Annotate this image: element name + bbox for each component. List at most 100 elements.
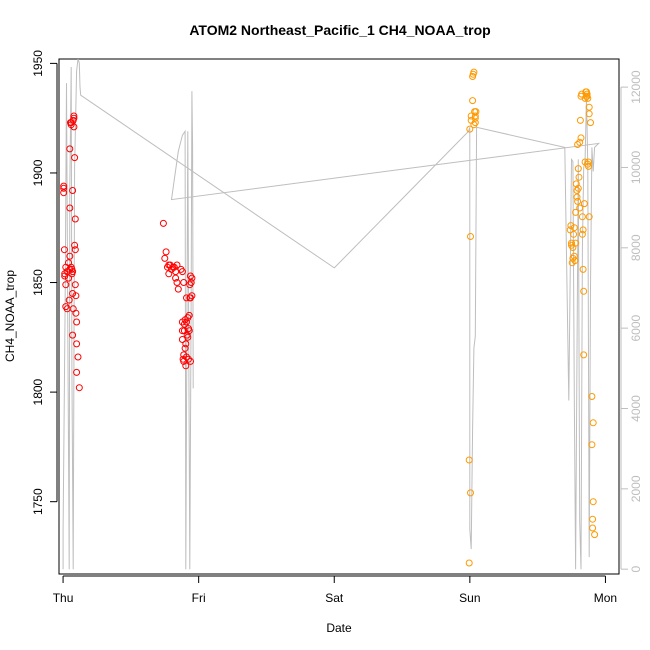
data-point-1-72 <box>585 158 592 166</box>
data-point-1-38 <box>576 204 584 212</box>
data-point-1-25 <box>570 224 578 232</box>
x-axis-label: Date <box>326 621 352 635</box>
data-point-1-61 <box>587 119 594 127</box>
data-point-0-62 <box>180 279 188 286</box>
data-points-layer <box>60 68 599 567</box>
data-point-1-37 <box>575 173 583 181</box>
data-point-0-34 <box>71 241 79 249</box>
data-point-1-17 <box>566 226 574 234</box>
data-point-0-72 <box>181 344 189 352</box>
y-tick-label: 1750 <box>31 488 45 515</box>
data-point-0-83 <box>185 311 193 319</box>
data-point-0-16 <box>66 252 74 260</box>
data-point-0-90 <box>188 292 196 300</box>
data-point-1-44 <box>578 230 586 238</box>
data-point-0-84 <box>185 327 193 335</box>
data-point-0-11 <box>65 274 72 282</box>
data-point-1-15 <box>472 108 480 116</box>
data-point-0-45 <box>159 219 167 227</box>
x-tick-label: Fri <box>192 591 206 605</box>
data-point-1-3 <box>467 233 474 240</box>
data-point-1-58 <box>585 162 592 170</box>
data-point-1-29 <box>572 208 580 216</box>
data-point-0-26 <box>69 331 77 339</box>
data-point-1-1 <box>465 456 473 464</box>
data-point-0-41 <box>73 340 81 348</box>
data-point-0-74 <box>182 340 190 348</box>
data-point-1-27 <box>571 257 579 265</box>
data-point-1-13 <box>471 114 479 122</box>
right-y-tick-label: 8000 <box>629 234 643 261</box>
data-point-1-24 <box>570 230 578 238</box>
data-point-1-18 <box>567 222 575 230</box>
right-y-tick-label: 10000 <box>629 150 643 184</box>
right-y-axis: 0 2000 4000 6000 8000 10000 12000 <box>620 70 643 573</box>
data-point-1-67 <box>589 515 597 523</box>
data-point-1-14 <box>471 112 479 120</box>
data-point-0-36 <box>71 215 79 223</box>
right-y-tick-label: 0 <box>629 566 643 573</box>
data-point-0-35 <box>71 246 79 254</box>
x-tick-label: Thu <box>53 591 74 605</box>
data-point-1-66 <box>591 531 599 539</box>
data-point-0-31 <box>70 114 78 122</box>
data-point-1-34 <box>574 141 582 148</box>
data-point-1-41 <box>577 134 585 142</box>
data-point-0-47 <box>162 248 170 256</box>
data-point-1-46 <box>579 226 587 234</box>
data-point-0-1 <box>60 184 68 192</box>
data-point-0-5 <box>61 270 69 278</box>
data-point-1-65 <box>589 498 597 506</box>
data-point-0-92 <box>187 357 194 365</box>
data-point-0-32 <box>70 123 78 131</box>
chart-title: ATOM2 Northeast_Pacific_1 CH4_NOAA_trop <box>189 22 490 38</box>
data-point-1-64 <box>589 419 597 427</box>
data-point-0-64 <box>178 327 186 335</box>
data-point-1-68 <box>589 524 597 532</box>
data-point-0-91 <box>187 279 195 286</box>
data-point-0-56 <box>172 274 180 282</box>
data-point-1-6 <box>467 112 475 120</box>
data-point-1-50 <box>580 200 588 208</box>
y-axis-label: CH4_NOAA_trop <box>3 270 17 362</box>
data-point-0-73 <box>182 362 190 370</box>
data-point-0-89 <box>188 274 196 282</box>
data-point-1-35 <box>574 165 582 173</box>
data-point-0-57 <box>173 261 181 269</box>
plot-area <box>58 58 620 575</box>
data-point-0-0 <box>60 182 68 190</box>
data-point-1-39 <box>576 138 584 146</box>
data-point-0-76 <box>183 353 190 361</box>
y-tick-label: 1850 <box>31 269 45 296</box>
x-tick-label: Sat <box>325 591 344 605</box>
x-axis: Thu Fri Sat Sun Mon <box>53 575 617 605</box>
data-point-1-26 <box>570 252 578 260</box>
data-point-0-79 <box>184 333 192 341</box>
data-point-1-4 <box>466 125 474 133</box>
data-point-1-32 <box>573 193 581 201</box>
data-point-1-59 <box>585 213 593 221</box>
right-y-tick-label: 12000 <box>629 70 643 104</box>
data-point-0-3 <box>60 246 68 254</box>
data-point-0-43 <box>74 353 82 361</box>
data-point-0-39 <box>72 309 80 317</box>
data-point-1-2 <box>467 489 474 497</box>
data-point-0-33 <box>71 154 79 162</box>
data-point-0-58 <box>173 279 181 286</box>
data-point-1-0 <box>465 559 473 567</box>
data-point-1-60 <box>585 110 593 118</box>
y-tick-label: 1950 <box>31 50 45 77</box>
data-point-0-44 <box>75 384 83 392</box>
data-point-0-24 <box>69 268 77 276</box>
data-point-1-28 <box>572 239 580 247</box>
data-point-1-49 <box>580 351 588 359</box>
data-point-0-27 <box>69 187 77 194</box>
data-point-0-61 <box>178 268 186 276</box>
altitude-line-layer <box>62 58 601 570</box>
y-tick-label: 1900 <box>31 159 45 186</box>
data-point-0-7 <box>62 281 70 289</box>
right-y-tick-label: 6000 <box>629 314 643 341</box>
data-point-0-75 <box>183 318 190 326</box>
data-point-0-42 <box>73 368 81 376</box>
